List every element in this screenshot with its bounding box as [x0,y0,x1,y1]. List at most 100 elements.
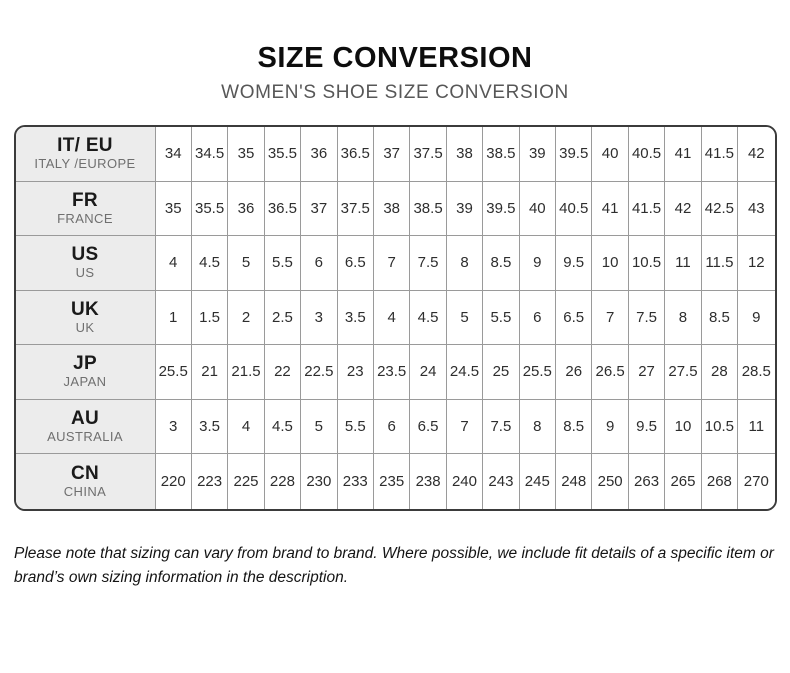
size-value-cell: 235 [373,454,411,509]
size-value-cell: 7 [592,290,629,345]
size-value-cell: 38 [373,181,411,236]
sizing-note: Please note that sizing can vary from br… [14,544,774,586]
size-value-cell: 37 [373,127,411,182]
size-conversion-table: IT/ EU ITALY /EUROPE 34 34.5 35 35.5 36 36.5 37 3… [13,125,777,511]
size-value-cell: 8 [519,399,557,454]
size-value-cell: 41.5 [701,127,739,182]
size-value-cell: 7.5 [410,236,447,291]
size-value-cell: 11.5 [701,236,739,291]
size-value-cell: 223 [191,454,229,509]
size-value-cell: 5.5 [264,236,302,291]
size-value-cell: 24.5 [446,345,484,400]
size-value-cell: 34 [155,127,192,182]
size-value-cell: 5 [228,236,265,291]
size-value-cell: 24 [410,345,447,400]
size-value-cell: 37.5 [337,181,374,236]
size-value-cell: 9.5 [556,236,593,291]
region-name: FRANCE [57,210,113,226]
size-value-cell: 36 [301,127,338,182]
size-value-cell: 6.5 [556,290,593,345]
row-header-fr: FR FRANCE [15,181,156,236]
region-code: CN [70,462,100,484]
size-value-cell: 11 [665,236,702,291]
size-value-cell: 6.5 [337,236,374,291]
region-name: CHINA [63,483,107,499]
size-value-cell: 6 [519,290,557,345]
size-value-cell: 34.5 [191,127,229,182]
size-value-cell: 6.5 [410,399,447,454]
size-value-cell: 10.5 [701,399,739,454]
page-title: SIZE CONVERSION [257,42,533,74]
size-value-cell: 11 [738,399,775,454]
region-code: UK [70,298,100,320]
size-value-cell: 40 [519,181,557,236]
size-value-cell: 21.5 [228,345,265,400]
size-value-cell: 40.5 [628,127,666,182]
region-name: AUSTRALIA [47,428,123,444]
size-value-cell: 2.5 [264,290,302,345]
size-value-cell: 265 [665,454,702,509]
size-value-cell: 25 [483,345,520,400]
size-value-cell: 5 [446,290,484,345]
row-header-au: AU AUSTRALIA [15,399,156,454]
size-value-cell: 8.5 [556,399,593,454]
page-subtitle: WOMEN'S SHOE SIZE CONVERSION [221,82,569,103]
region-code: AU [70,407,100,429]
size-value-cell: 42 [665,181,702,236]
size-value-cell: 248 [556,454,593,509]
size-value-cell: 228 [264,454,302,509]
size-value-cell: 27 [628,345,666,400]
size-value-cell: 233 [337,454,374,509]
size-value-cell: 35 [228,127,265,182]
size-value-cell: 270 [738,454,775,509]
size-conversion-page: SIZE CONVERSION WOMEN'S SHOE SIZE CONVER… [0,42,790,673]
size-value-cell: 9 [519,236,557,291]
size-value-cell: 23.5 [373,345,411,400]
size-value-cell: 42 [738,127,775,182]
size-value-cell: 5.5 [483,290,520,345]
size-value-cell: 268 [701,454,739,509]
row-header-cn: CN CHINA [15,454,156,509]
size-value-cell: 7 [446,399,484,454]
size-value-cell: 4 [228,399,265,454]
region-code: JP [73,353,97,375]
size-value-cell: 263 [628,454,666,509]
size-value-cell: 4.5 [264,399,302,454]
size-value-cell: 36 [228,181,265,236]
size-value-cell: 25.5 [155,345,192,400]
size-value-cell: 10 [665,399,702,454]
size-value-cell: 240 [446,454,484,509]
size-value-cell: 7 [373,236,411,291]
size-value-cell: 39.5 [483,181,520,236]
region-code: US [71,244,99,266]
size-value-cell: 3 [301,290,338,345]
size-value-cell: 1 [155,290,192,345]
size-value-cell: 40 [592,127,629,182]
size-value-cell: 21 [191,345,229,400]
region-name: UK [75,319,95,335]
size-value-cell: 7.5 [483,399,520,454]
row-header-it-eu: IT/ EU ITALY /EUROPE [15,127,156,182]
size-value-cell: 38 [446,127,484,182]
size-value-cell: 36.5 [337,127,374,182]
size-value-cell: 9.5 [628,399,666,454]
size-value-cell: 28.5 [738,345,775,400]
row-header-uk: UK UK [15,290,156,345]
row-header-us: US US [15,236,156,291]
size-value-cell: 5 [301,399,338,454]
size-value-cell: 36.5 [264,181,302,236]
size-value-cell: 7.5 [628,290,666,345]
size-value-cell: 43 [738,181,775,236]
size-value-cell: 10.5 [628,236,666,291]
size-value-cell: 245 [519,454,557,509]
size-value-cell: 8 [665,290,702,345]
size-value-cell: 22 [264,345,302,400]
size-value-cell: 22.5 [301,345,338,400]
size-value-cell: 26.5 [592,345,629,400]
size-value-cell: 39 [519,127,557,182]
size-value-cell: 2 [228,290,265,345]
size-value-cell: 23 [337,345,374,400]
size-value-cell: 28 [701,345,739,400]
size-value-cell: 37.5 [410,127,447,182]
size-value-cell: 41.5 [628,181,666,236]
